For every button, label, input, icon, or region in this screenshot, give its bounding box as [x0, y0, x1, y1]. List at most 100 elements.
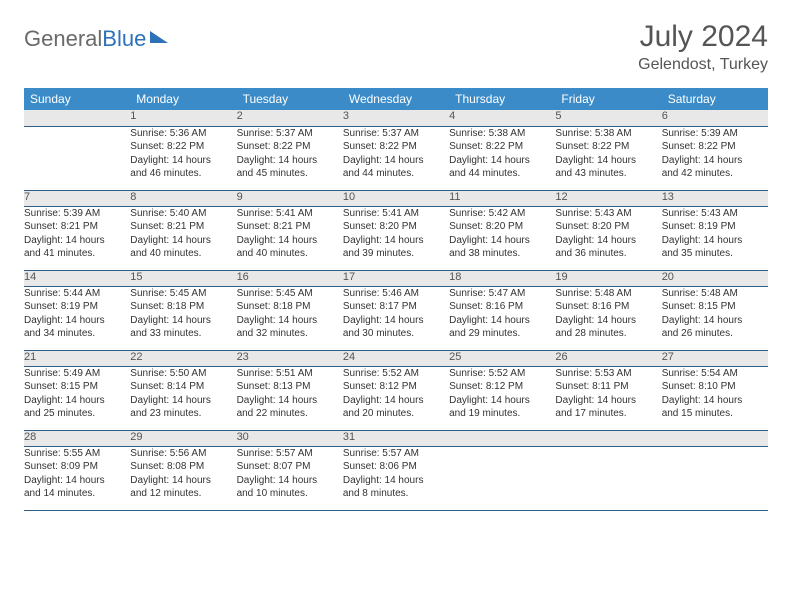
daylight-text-2: and 29 minutes.	[449, 327, 555, 341]
sunrise-text: Sunrise: 5:40 AM	[130, 207, 236, 221]
day-number-cell: 7	[24, 190, 130, 206]
day-content-cell: Sunrise: 5:54 AMSunset: 8:10 PMDaylight:…	[662, 366, 768, 430]
day-content-cell: Sunrise: 5:43 AMSunset: 8:20 PMDaylight:…	[555, 206, 661, 270]
daylight-text-1: Daylight: 14 hours	[130, 234, 236, 248]
day-number-cell: 14	[24, 270, 130, 286]
daylight-text-2: and 28 minutes.	[555, 327, 661, 341]
day-content-cell: Sunrise: 5:50 AMSunset: 8:14 PMDaylight:…	[130, 366, 236, 430]
sunrise-text: Sunrise: 5:48 AM	[662, 287, 768, 301]
brand-part1: General	[24, 26, 102, 51]
daylight-text-1: Daylight: 14 hours	[662, 154, 768, 168]
calendar-body: 123456Sunrise: 5:36 AMSunset: 8:22 PMDay…	[24, 110, 768, 510]
day-number-cell: 16	[237, 270, 343, 286]
daylight-text-1: Daylight: 14 hours	[449, 314, 555, 328]
day-content-cell	[24, 126, 130, 190]
sunrise-text: Sunrise: 5:47 AM	[449, 287, 555, 301]
daylight-text-1: Daylight: 14 hours	[662, 394, 768, 408]
day-number-cell: 24	[343, 350, 449, 366]
sunrise-text: Sunrise: 5:51 AM	[237, 367, 343, 381]
daylight-text-2: and 33 minutes.	[130, 327, 236, 341]
daylight-text-1: Daylight: 14 hours	[343, 314, 449, 328]
sunrise-text: Sunrise: 5:43 AM	[662, 207, 768, 221]
sunset-text: Sunset: 8:09 PM	[24, 460, 130, 474]
sunset-text: Sunset: 8:12 PM	[449, 380, 555, 394]
sunrise-text: Sunrise: 5:43 AM	[555, 207, 661, 221]
sunrise-text: Sunrise: 5:52 AM	[449, 367, 555, 381]
daylight-text-1: Daylight: 14 hours	[237, 474, 343, 488]
daylight-text-1: Daylight: 14 hours	[130, 314, 236, 328]
sunset-text: Sunset: 8:19 PM	[662, 220, 768, 234]
sunset-text: Sunset: 8:22 PM	[449, 140, 555, 154]
daylight-text-2: and 45 minutes.	[237, 167, 343, 181]
sunset-text: Sunset: 8:22 PM	[130, 140, 236, 154]
calendar-table: Sunday Monday Tuesday Wednesday Thursday…	[24, 88, 768, 511]
daylight-text-2: and 43 minutes.	[555, 167, 661, 181]
daylight-text-2: and 25 minutes.	[24, 407, 130, 421]
day-number-cell	[662, 430, 768, 446]
sunset-text: Sunset: 8:16 PM	[449, 300, 555, 314]
sunrise-text: Sunrise: 5:45 AM	[130, 287, 236, 301]
day-content-cell: Sunrise: 5:47 AMSunset: 8:16 PMDaylight:…	[449, 286, 555, 350]
daylight-text-1: Daylight: 14 hours	[237, 234, 343, 248]
sunset-text: Sunset: 8:22 PM	[237, 140, 343, 154]
day-content-cell: Sunrise: 5:55 AMSunset: 8:09 PMDaylight:…	[24, 446, 130, 510]
day-content-cell: Sunrise: 5:42 AMSunset: 8:20 PMDaylight:…	[449, 206, 555, 270]
sunrise-text: Sunrise: 5:38 AM	[449, 127, 555, 141]
daylight-text-1: Daylight: 14 hours	[130, 394, 236, 408]
sunset-text: Sunset: 8:21 PM	[237, 220, 343, 234]
day-content-cell: Sunrise: 5:39 AMSunset: 8:21 PMDaylight:…	[24, 206, 130, 270]
sunrise-text: Sunrise: 5:44 AM	[24, 287, 130, 301]
day-content-cell: Sunrise: 5:37 AMSunset: 8:22 PMDaylight:…	[237, 126, 343, 190]
day-content-cell: Sunrise: 5:57 AMSunset: 8:07 PMDaylight:…	[237, 446, 343, 510]
day-content-cell: Sunrise: 5:44 AMSunset: 8:19 PMDaylight:…	[24, 286, 130, 350]
brand-triangle-icon	[150, 31, 168, 43]
day-content-cell: Sunrise: 5:45 AMSunset: 8:18 PMDaylight:…	[237, 286, 343, 350]
day-content-cell: Sunrise: 5:51 AMSunset: 8:13 PMDaylight:…	[237, 366, 343, 430]
daylight-text-1: Daylight: 14 hours	[24, 474, 130, 488]
day-content-cell: Sunrise: 5:39 AMSunset: 8:22 PMDaylight:…	[662, 126, 768, 190]
day-number-cell: 13	[662, 190, 768, 206]
day-number-cell: 11	[449, 190, 555, 206]
sunset-text: Sunset: 8:13 PM	[237, 380, 343, 394]
day-content-cell: Sunrise: 5:38 AMSunset: 8:22 PMDaylight:…	[449, 126, 555, 190]
sunset-text: Sunset: 8:19 PM	[24, 300, 130, 314]
day-content-cell	[555, 446, 661, 510]
weekday-header: Monday	[130, 88, 236, 110]
day-number-cell: 25	[449, 350, 555, 366]
day-number-cell	[449, 430, 555, 446]
brand-part2: Blue	[102, 26, 146, 51]
day-number-cell: 4	[449, 110, 555, 126]
sunset-text: Sunset: 8:17 PM	[343, 300, 449, 314]
day-content-cell: Sunrise: 5:40 AMSunset: 8:21 PMDaylight:…	[130, 206, 236, 270]
day-number-cell: 2	[237, 110, 343, 126]
day-content-cell	[662, 446, 768, 510]
sunset-text: Sunset: 8:11 PM	[555, 380, 661, 394]
sunrise-text: Sunrise: 5:46 AM	[343, 287, 449, 301]
daylight-text-2: and 36 minutes.	[555, 247, 661, 261]
sunset-text: Sunset: 8:15 PM	[662, 300, 768, 314]
daylight-text-1: Daylight: 14 hours	[449, 234, 555, 248]
sunrise-text: Sunrise: 5:37 AM	[343, 127, 449, 141]
daylight-text-2: and 40 minutes.	[237, 247, 343, 261]
day-content-cell: Sunrise: 5:48 AMSunset: 8:15 PMDaylight:…	[662, 286, 768, 350]
day-number-cell	[555, 430, 661, 446]
sunrise-text: Sunrise: 5:36 AM	[130, 127, 236, 141]
day-content-cell: Sunrise: 5:56 AMSunset: 8:08 PMDaylight:…	[130, 446, 236, 510]
day-number-cell: 28	[24, 430, 130, 446]
day-number-cell: 8	[130, 190, 236, 206]
sunrise-text: Sunrise: 5:54 AM	[662, 367, 768, 381]
daylight-text-1: Daylight: 14 hours	[24, 234, 130, 248]
daylight-text-2: and 44 minutes.	[343, 167, 449, 181]
weekday-header: Sunday	[24, 88, 130, 110]
day-content-cell: Sunrise: 5:41 AMSunset: 8:20 PMDaylight:…	[343, 206, 449, 270]
sunset-text: Sunset: 8:21 PM	[130, 220, 236, 234]
sunset-text: Sunset: 8:20 PM	[343, 220, 449, 234]
day-number-cell: 1	[130, 110, 236, 126]
sunset-text: Sunset: 8:22 PM	[555, 140, 661, 154]
day-content-cell	[449, 446, 555, 510]
sunset-text: Sunset: 8:14 PM	[130, 380, 236, 394]
day-number-cell: 20	[662, 270, 768, 286]
sunset-text: Sunset: 8:20 PM	[449, 220, 555, 234]
weekday-header: Tuesday	[237, 88, 343, 110]
weekday-header: Wednesday	[343, 88, 449, 110]
